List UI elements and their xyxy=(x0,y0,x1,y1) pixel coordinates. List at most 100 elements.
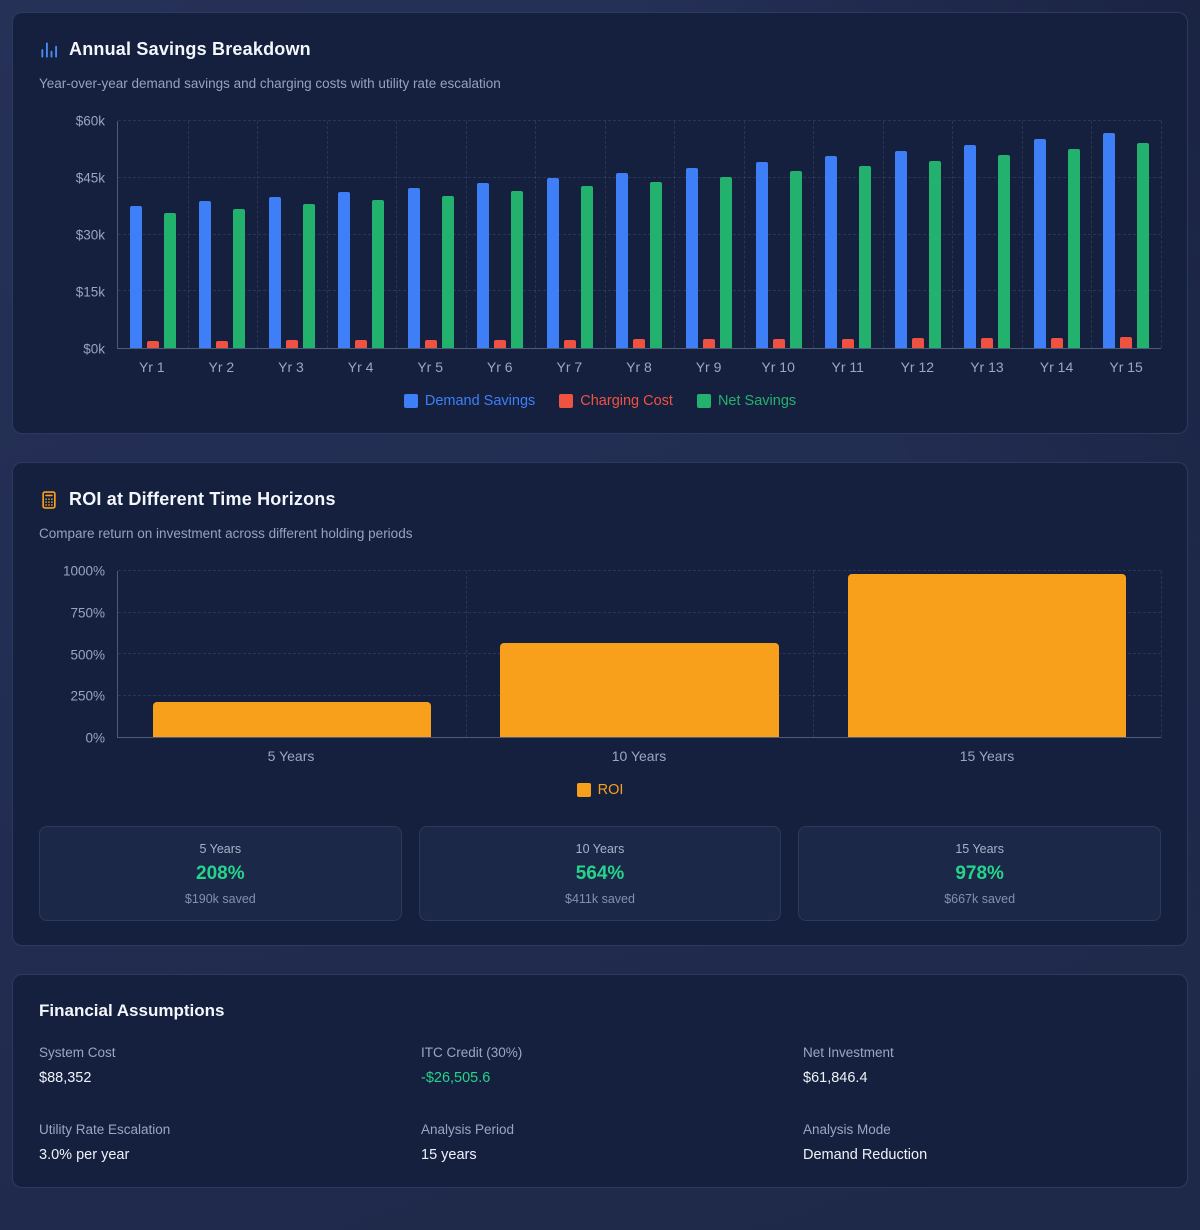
bars-row xyxy=(118,571,1161,737)
assumption-label: Utility Rate Escalation xyxy=(39,1122,171,1137)
bar-charging-cost-yr-1[interactable] xyxy=(146,340,159,348)
bar-net-savings-yr-1[interactable] xyxy=(163,212,176,348)
bar-demand-savings-yr-10[interactable] xyxy=(755,162,768,348)
bar-net-savings-yr-5[interactable] xyxy=(441,195,454,348)
legend-swatch-icon xyxy=(576,783,591,797)
x-axis-label: Yr 8 xyxy=(626,359,652,375)
legend-item-charging-cost[interactable]: Charging Cost xyxy=(559,393,673,409)
y-axis-label: 1000% xyxy=(62,563,105,579)
assumption-label: Analysis Mode xyxy=(803,1122,891,1137)
y-axis-label: 500% xyxy=(70,647,105,662)
legend-label: Net Savings xyxy=(717,393,797,409)
bar-net-savings-yr-8[interactable] xyxy=(650,181,663,348)
bar-group-yr-13 xyxy=(952,121,1022,348)
bar-charging-cost-yr-3[interactable] xyxy=(285,340,298,348)
bar-charging-cost-yr-2[interactable] xyxy=(216,340,229,348)
bar-charging-cost-yr-4[interactable] xyxy=(355,340,368,348)
bar-group-yr-8 xyxy=(605,121,675,348)
card-subtitle: Compare return on investment across diff… xyxy=(39,526,413,541)
gridline xyxy=(187,121,189,348)
gridline xyxy=(118,233,1161,235)
bar-charging-cost-yr-6[interactable] xyxy=(494,339,507,348)
bar-demand-savings-yr-11[interactable] xyxy=(825,156,838,348)
bar-net-savings-yr-7[interactable] xyxy=(580,186,593,348)
bar-charging-cost-yr-15[interactable] xyxy=(1120,337,1133,348)
y-axis-label: 750% xyxy=(70,605,105,621)
assumption-analysis-period: Analysis Period 15 years xyxy=(421,1122,779,1163)
bar-group-yr-6 xyxy=(466,121,536,348)
x-axis-labels: Yr 1 Yr 2 Yr 3 Yr 4 Yr 5 Yr 6 Yr 7 Yr 8 Yr 9 Yr 1… xyxy=(117,359,1161,375)
bar-charging-cost-yr-12[interactable] xyxy=(911,338,924,348)
bar-group-yr-12 xyxy=(883,121,953,348)
y-axis-label: $45k xyxy=(75,170,105,186)
bar-charging-cost-yr-5[interactable] xyxy=(424,340,437,348)
assumption-value: Demand Reduction xyxy=(803,1147,928,1163)
roi-summary-percent: 208% xyxy=(196,863,245,884)
gridline xyxy=(743,121,745,348)
x-axis-label: Yr 2 xyxy=(208,359,235,375)
legend-item-roi[interactable]: ROI xyxy=(576,782,623,798)
assumption-label: Analysis Period xyxy=(421,1122,515,1137)
gridline xyxy=(118,570,1161,571)
bar-demand-savings-yr-9[interactable] xyxy=(686,167,699,348)
bar-roi-15-years[interactable] xyxy=(848,573,1127,737)
x-axis-label: Yr 11 xyxy=(831,359,864,375)
legend-item-net-savings[interactable]: Net Savings xyxy=(696,393,797,409)
bar-charging-cost-yr-7[interactable] xyxy=(563,339,576,348)
card-title: Financial Assumptions xyxy=(39,1001,225,1020)
x-axis-label: Yr 9 xyxy=(695,359,722,375)
x-axis-label: Yr 4 xyxy=(347,359,374,375)
chart-legend: ROI xyxy=(39,782,1161,798)
bar-demand-savings-yr-7[interactable] xyxy=(546,177,559,348)
card-header: Annual Savings Breakdown xyxy=(39,39,1161,60)
x-axis-label: Yr 5 xyxy=(417,359,444,375)
bar-roi-5-years[interactable] xyxy=(152,702,431,737)
bar-demand-savings-yr-15[interactable] xyxy=(1103,132,1116,348)
bar-charging-cost-yr-10[interactable] xyxy=(772,338,785,348)
bar-net-savings-yr-15[interactable] xyxy=(1137,143,1150,348)
bar-net-savings-yr-9[interactable] xyxy=(720,176,733,348)
x-axis-label: Yr 1 xyxy=(138,359,165,375)
bar-charging-cost-yr-8[interactable] xyxy=(633,339,646,348)
bar-net-savings-yr-3[interactable] xyxy=(302,204,315,348)
gridline xyxy=(326,121,328,348)
y-axis-label: $60k xyxy=(75,113,105,129)
bar-demand-savings-yr-1[interactable] xyxy=(129,205,142,348)
bar-net-savings-yr-14[interactable] xyxy=(1067,148,1080,348)
bar-net-savings-yr-2[interactable] xyxy=(233,208,246,348)
bar-net-savings-yr-6[interactable] xyxy=(511,191,524,348)
bar-charging-cost-yr-11[interactable] xyxy=(842,338,855,348)
bar-net-savings-yr-12[interactable] xyxy=(928,160,941,348)
bar-net-savings-yr-11[interactable] xyxy=(859,165,872,348)
bar-net-savings-yr-10[interactable] xyxy=(789,171,802,348)
bar-net-savings-yr-13[interactable] xyxy=(998,154,1011,348)
bar-charging-cost-yr-9[interactable] xyxy=(703,338,716,348)
bar-demand-savings-yr-13[interactable] xyxy=(964,144,977,348)
roi-summary-saved: $190k saved xyxy=(184,892,256,906)
bar-demand-savings-yr-14[interactable] xyxy=(1033,138,1046,348)
bar-net-savings-yr-4[interactable] xyxy=(372,199,385,348)
y-axis-label: $0k xyxy=(83,341,105,357)
bar-demand-savings-yr-6[interactable] xyxy=(477,182,490,348)
plot-column: 5 Years 10 Years 15 Years xyxy=(117,570,1162,764)
gridline xyxy=(535,121,537,348)
bar-roi-10-years[interactable] xyxy=(500,642,779,737)
bar-charging-cost-yr-14[interactable] xyxy=(1050,337,1063,348)
legend-swatch-icon xyxy=(696,394,711,408)
legend-item-demand-savings[interactable]: Demand Savings xyxy=(403,393,535,409)
bar-demand-savings-yr-4[interactable] xyxy=(338,192,351,348)
bar-demand-savings-yr-5[interactable] xyxy=(407,187,420,348)
bar-group-yr-2 xyxy=(188,121,258,348)
plot-grid xyxy=(117,570,1162,738)
roi-summary-10-years: 10 Years 564% $411k saved xyxy=(418,826,782,921)
bar-demand-savings-yr-8[interactable] xyxy=(616,172,629,348)
assumption-net-investment: Net Investment $61,846.4 xyxy=(803,1045,1161,1086)
bar-demand-savings-yr-2[interactable] xyxy=(199,201,212,348)
legend-swatch-icon xyxy=(403,394,418,408)
bar-group-yr-14 xyxy=(1022,121,1092,348)
assumption-value: $61,846.4 xyxy=(803,1070,868,1086)
bar-demand-savings-yr-12[interactable] xyxy=(894,150,907,348)
bar-charging-cost-yr-13[interactable] xyxy=(981,337,994,348)
bar-demand-savings-yr-3[interactable] xyxy=(268,196,281,348)
